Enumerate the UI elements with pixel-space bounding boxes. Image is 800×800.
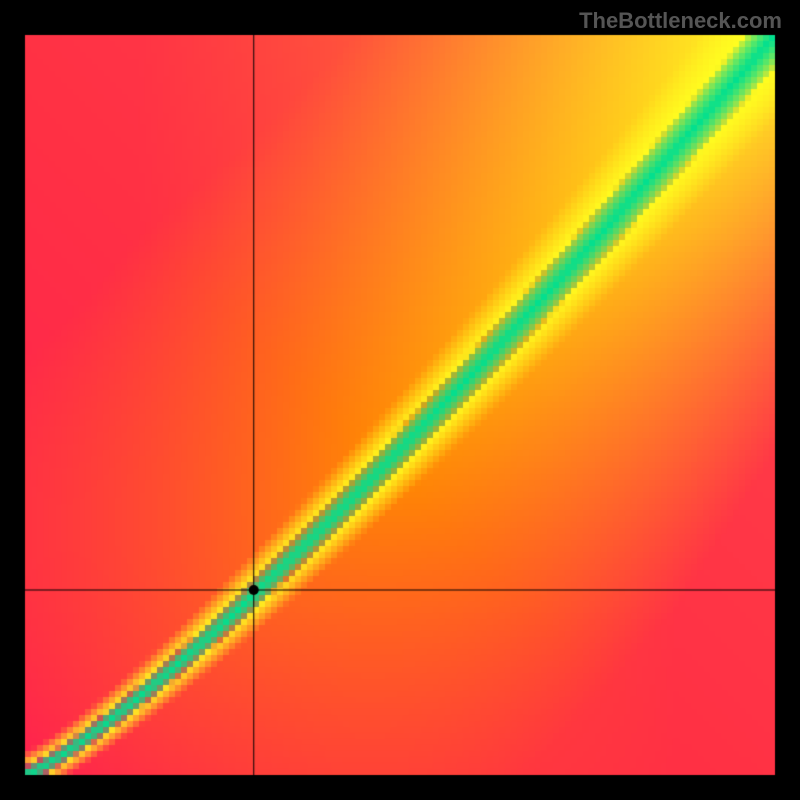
chart-container: TheBottleneck.com [0,0,800,800]
watermark-text: TheBottleneck.com [579,8,782,34]
bottleneck-heatmap [0,0,800,800]
